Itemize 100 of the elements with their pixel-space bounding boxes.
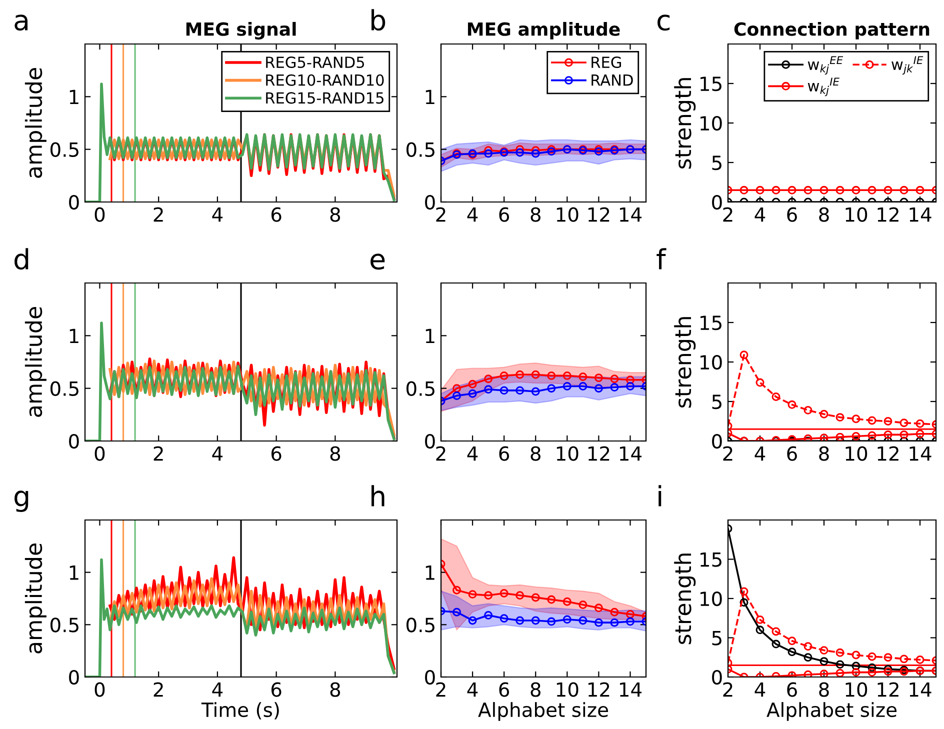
x-tick-label: 8 — [819, 207, 829, 222]
text: a — [14, 14, 28, 31]
text: c — [658, 14, 670, 31]
x-tick-label: 8 — [530, 207, 540, 222]
x-tick-label: 0 — [94, 446, 105, 461]
x-tick-label: 12 — [878, 207, 898, 222]
y-tick-label: 0 — [69, 434, 79, 449]
text: h — [372, 485, 384, 506]
x-tick-label: 12 — [878, 446, 898, 461]
text: g — [14, 490, 28, 512]
chart-title: Connection pattern — [734, 22, 930, 40]
chart-title: MEG signal — [186, 22, 296, 40]
text: f — [656, 248, 666, 270]
y-tick-label: 0.5 — [406, 142, 434, 157]
legend-label: REG15-RAND15 — [266, 92, 384, 104]
x-tick-label: 14 — [620, 682, 642, 697]
x-tick-label: 2 — [723, 446, 732, 461]
y-tick-label: 1 — [70, 90, 78, 104]
x-tick-label: 6 — [787, 682, 797, 697]
y-tick-label: 0 — [425, 434, 435, 449]
x-tick-label: 8 — [330, 446, 340, 461]
x-tick-label: 14 — [910, 207, 932, 222]
x-tick-label: 8 — [530, 446, 540, 461]
y-tick-label: 0.5 — [50, 618, 78, 632]
x-tick-label: 14 — [620, 446, 642, 461]
y-tick-label: 5 — [712, 394, 722, 410]
y-tick-label: 15 — [700, 552, 722, 567]
legend-label: w$_{kj}$$^{EE}$ — [808, 56, 844, 75]
x-tick-label: 6 — [787, 207, 797, 222]
y-tick-label: 15 — [700, 316, 722, 330]
x-tick-label: 8 — [819, 682, 829, 697]
chart-title: MEG amplitude — [468, 22, 620, 40]
y-tick-label: 0 — [712, 670, 722, 685]
text: e — [370, 254, 385, 270]
y-tick-label: 5 — [712, 156, 722, 170]
x-tick-label: 6 — [271, 446, 282, 461]
x-axis-title: Time (s) — [201, 702, 279, 720]
y-tick-label: 10 — [700, 116, 722, 131]
y-tick-label: 0 — [712, 434, 722, 449]
x-tick-label: 2 — [723, 682, 732, 697]
x-tick-label: 4 — [754, 446, 766, 461]
x-tick-label: 2 — [154, 446, 163, 461]
x-tick-label: 4 — [467, 446, 478, 461]
y-tick-label: 1 — [70, 566, 78, 580]
x-tick-label: 2 — [154, 682, 163, 697]
x-tick-label: 4 — [212, 682, 223, 697]
y-tick-label: 10 — [700, 354, 722, 370]
x-tick-label: 12 — [588, 207, 610, 222]
y-tick-label: 0 — [712, 194, 722, 210]
x-tick-label: 10 — [556, 207, 578, 222]
x-axis-title: Alphabet size — [478, 702, 608, 721]
y-tick-label: 0.5 — [406, 381, 434, 396]
x-tick-label: 2 — [436, 446, 446, 461]
x-axis-title: Alphabet size — [766, 702, 897, 721]
legend-label: w$_{kj}$$^{IE}$ — [808, 78, 840, 96]
x-tick-label: 0 — [94, 682, 105, 697]
y-tick-label: 0 — [69, 194, 79, 210]
x-tick-label: 8 — [330, 682, 340, 697]
x-tick-label: 10 — [846, 682, 868, 697]
y-tick-label: 0 — [69, 670, 79, 685]
x-tick-label: 8 — [330, 207, 340, 222]
text: i — [658, 485, 662, 506]
x-tick-label: 0 — [94, 207, 105, 222]
x-tick-label: 6 — [499, 446, 510, 461]
x-tick-label: 14 — [910, 446, 932, 461]
legend-label: REG — [592, 56, 621, 68]
x-tick-label: 4 — [212, 207, 223, 222]
y-tick-label: 1 — [70, 328, 78, 344]
x-tick-label: 10 — [556, 446, 578, 461]
x-tick-label: 10 — [556, 682, 578, 697]
y-axis-title: strength — [674, 78, 696, 169]
x-tick-label: 4 — [467, 207, 478, 222]
x-tick-label: 2 — [723, 207, 732, 222]
x-tick-label: 6 — [787, 446, 797, 461]
y-tick-label: 0.5 — [406, 618, 434, 632]
y-tick-label: 0 — [425, 670, 435, 685]
y-tick-label: 0 — [425, 194, 435, 210]
y-tick-label: 10 — [700, 591, 722, 606]
y-tick-label: 0.5 — [50, 381, 78, 396]
x-tick-label: 12 — [588, 446, 610, 461]
x-tick-label: 2 — [154, 207, 163, 222]
x-tick-label: 10 — [846, 446, 868, 461]
x-tick-label: 6 — [499, 207, 510, 222]
x-tick-label: 14 — [620, 207, 642, 222]
x-tick-label: 8 — [819, 446, 829, 461]
y-axis-title: strength — [674, 317, 696, 408]
y-axis-title: amplitude — [24, 544, 46, 654]
y-axis-title: strength — [674, 554, 696, 644]
x-tick-label: 2 — [436, 682, 446, 697]
y-axis-title: amplitude — [24, 307, 46, 417]
x-tick-label: 6 — [271, 207, 282, 222]
y-tick-label: 1 — [426, 328, 434, 344]
text: b — [372, 9, 386, 31]
y-axis-title: amplitude — [24, 68, 46, 178]
x-tick-label: 2 — [436, 207, 446, 222]
x-tick-label: 4 — [754, 682, 766, 697]
x-tick-label: 6 — [499, 682, 510, 697]
text: d — [14, 248, 28, 270]
x-tick-label: 12 — [878, 682, 898, 697]
legend-label: w$_{jk}$$^{IE}$ — [892, 56, 924, 75]
